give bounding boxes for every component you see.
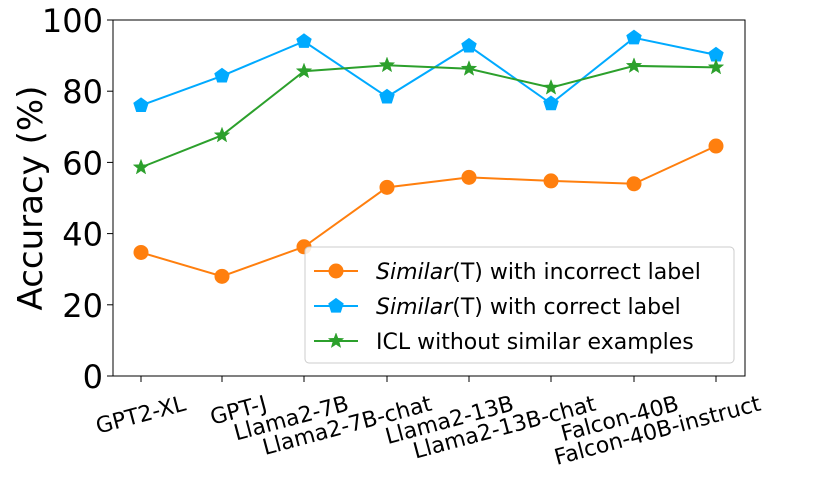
legend-entry: Similar(T) with correct label (314, 295, 681, 320)
legend-box (304, 246, 735, 364)
data-point (626, 176, 642, 192)
x-tick-label: GPT2-XL (93, 391, 189, 439)
y-tick-label: 80 (62, 73, 103, 111)
series-line (140, 36, 717, 107)
data-point (708, 138, 724, 154)
y-axis-ticks: 0 20 40 60 80 100 (42, 2, 113, 396)
data-point (132, 158, 150, 175)
data-point (296, 33, 312, 48)
data-point (460, 60, 478, 76)
data-point (543, 95, 559, 111)
legend-label: Similar(T) with incorrect label (376, 260, 701, 285)
data-point (625, 57, 643, 73)
legend-entry: ICL without similar examples (314, 330, 694, 355)
legend-label: Similar(T) with correct label (376, 295, 681, 320)
data-point (707, 58, 725, 75)
y-tick-label: 60 (62, 144, 103, 182)
series-line (140, 145, 717, 278)
y-tick-label: 0 (83, 358, 103, 396)
data-point (542, 78, 560, 95)
data-point (461, 37, 477, 53)
data-point (214, 67, 230, 83)
y-tick-label: 40 (62, 216, 103, 254)
legend-entry: Similar(T) with incorrect label (314, 260, 701, 285)
legend-marker (328, 297, 344, 313)
data-point (461, 169, 477, 185)
data-point (213, 126, 231, 143)
y-tick-label: 20 (62, 287, 103, 325)
legend: Similar(T) with incorrect label Similar(T… (304, 246, 735, 364)
y-axis-label: Accuracy (%) (11, 86, 51, 311)
data-point (133, 97, 149, 113)
data-point (378, 56, 396, 73)
series-line (140, 64, 717, 169)
legend-label: ICL without similar examples (376, 330, 694, 355)
x-axis-ticks: GPT2-XL GPT-JLlama2-7BLlama2-7B-chatLlama… (93, 376, 764, 471)
series-layer (132, 29, 725, 284)
series-2 (132, 56, 725, 175)
data-point (379, 88, 395, 104)
legend-marker (328, 263, 344, 279)
series-0 (133, 138, 724, 284)
series-1 (133, 29, 724, 113)
data-point (626, 29, 642, 45)
data-point (295, 62, 313, 79)
data-point (543, 173, 559, 189)
data-point (133, 244, 149, 260)
data-point (214, 268, 230, 284)
y-tick-label: 100 (42, 2, 103, 40)
legend-marker (327, 332, 345, 349)
data-point (379, 179, 395, 195)
